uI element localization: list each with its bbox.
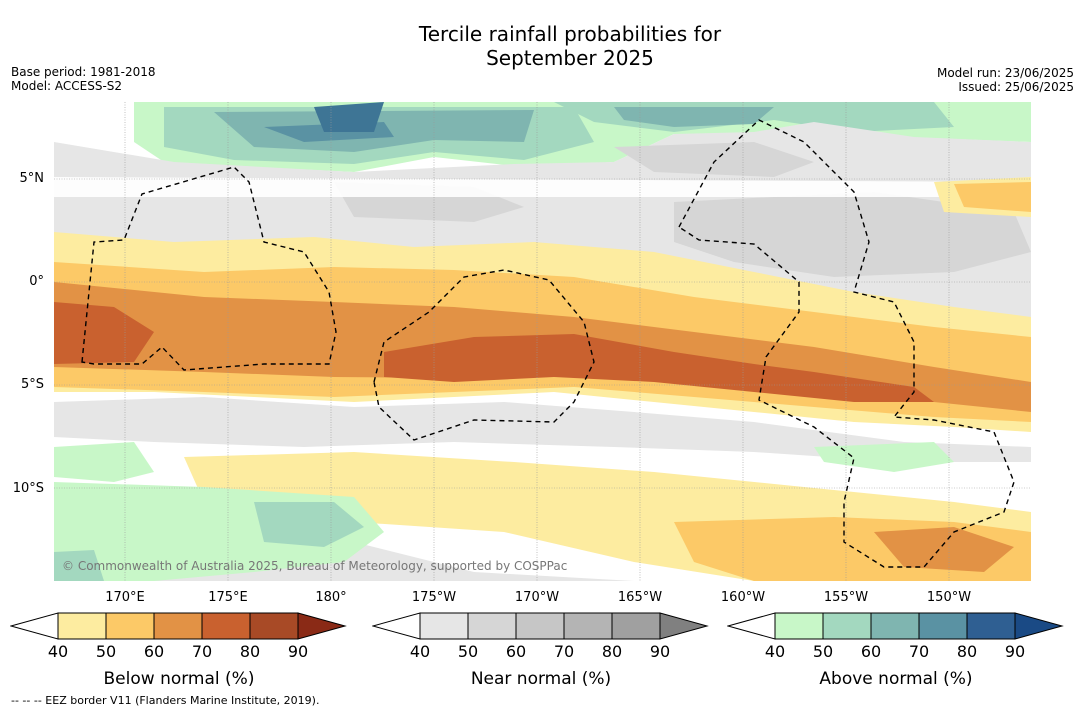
lat-label-5s: 5°S [20, 377, 44, 392]
model-name: Model: ACCESS-S2 [11, 79, 123, 93]
colorbar-tick-label: 70 [908, 642, 930, 661]
colorbar-above-normal [727, 612, 1064, 640]
colorbar-segment [611, 612, 661, 640]
colorbar-segment [57, 612, 107, 640]
colorbar-tick-label: 40 [409, 642, 431, 661]
colorbar-tick-label: 80 [601, 642, 623, 661]
no-signal-region-north [54, 177, 1031, 197]
model-run: Model run: 23/06/2025 [936, 66, 1074, 80]
colorbar-segment [419, 612, 469, 640]
copyright-notice: © Commonwealth of Australia 2025, Bureau… [62, 559, 568, 573]
colorbar-tick-label: 80 [239, 642, 261, 661]
colorbar-segment [467, 612, 517, 640]
rainfall-map [54, 102, 1031, 581]
colorbar-below-normal [10, 612, 347, 640]
below-normal-region-70 [54, 302, 154, 364]
colorbar-tick-label: 90 [287, 642, 309, 661]
eez-footer-note: -- -- -- EEZ border V11 (Flanders Marine… [11, 694, 320, 707]
colorbar-tick-label: 70 [191, 642, 213, 661]
title-line-1: Tercile rainfall probabilities for [418, 22, 722, 46]
lon-label-175e: 175°E [208, 590, 248, 605]
colorbar-extend-high [297, 612, 347, 640]
meta-right: Model run: 23/06/2025 Issued: 25/06/2025 [937, 66, 1074, 94]
lon-label-155w: 155°W [823, 590, 869, 605]
lon-label-160w: 160°W [720, 590, 766, 605]
above-normal-region-north-70b [314, 102, 384, 132]
colorbar-segment [918, 612, 968, 640]
colorbar-tick-label: 70 [553, 642, 575, 661]
issued-date: Issued: 25/06/2025 [958, 80, 1074, 94]
below-normal-region-50-east [954, 182, 1031, 212]
colorbar-tick-label: 40 [764, 642, 786, 661]
colorbar-near-normal [372, 612, 709, 640]
near-normal-region-north-50c [614, 142, 814, 177]
lat-label-10s: 10°S [12, 481, 44, 496]
colorbar-tick-label: 80 [956, 642, 978, 661]
lon-label-170e: 170°E [105, 590, 145, 605]
colorbar-label-above: Above normal (%) [819, 669, 973, 689]
colorbar-segment [201, 612, 251, 640]
colorbar-tick-label: 50 [95, 642, 117, 661]
colorbar-extend-high [659, 612, 709, 640]
colorbar-segment [870, 612, 920, 640]
above-normal-region-north-60b [614, 107, 774, 127]
colorbar-tick-label: 60 [505, 642, 527, 661]
colorbar-tick-label: 50 [457, 642, 479, 661]
lon-label-170w: 170°W [514, 590, 560, 605]
colorbar-segment [563, 612, 613, 640]
colorbar-segment [105, 612, 155, 640]
eez-border-central [373, 269, 595, 441]
page-title: Tercile rainfall probabilities for Septe… [0, 22, 1085, 70]
colorbar-segment [774, 612, 824, 640]
colorbar-segment [822, 612, 872, 640]
lat-label-5n: 5°N [19, 171, 45, 186]
lon-label-175w: 175°W [411, 590, 457, 605]
lon-label-180: 180° [315, 590, 347, 605]
colorbar-segment [515, 612, 565, 640]
colorbar-label-below: Below normal (%) [103, 669, 255, 689]
above-normal-region-south [54, 442, 154, 482]
title-line-2: September 2025 [486, 46, 654, 70]
below-normal-region-south-60 [874, 527, 1014, 572]
above-normal-region-southeast [814, 442, 954, 472]
near-normal-region-south [54, 397, 1031, 462]
colorbar-tick-label: 40 [47, 642, 69, 661]
colorbar-extend-low [727, 612, 776, 640]
colorbar-tick-label: 90 [649, 642, 671, 661]
near-normal-region-north-50 [674, 192, 1031, 277]
colorbar-extend-low [10, 612, 59, 640]
above-normal-region-south-50 [254, 502, 364, 547]
colorbar-tick-label: 60 [860, 642, 882, 661]
base-period: Base period: 1981-2018 [11, 65, 156, 79]
meta-left: Base period: 1981-2018 Model: ACCESS-S2 [11, 65, 156, 93]
lon-label-150w: 150°W [926, 590, 972, 605]
above-normal-region-south-50b [54, 550, 104, 581]
eez-borders [81, 119, 1015, 568]
colorbar-tick-label: 90 [1004, 642, 1026, 661]
colorbar-tick-label: 50 [812, 642, 834, 661]
eez-border-east [678, 119, 1015, 568]
colorbar-label-near: Near normal (%) [470, 669, 612, 689]
colorbar-extend-high [1014, 612, 1064, 640]
colorbar-extend-low [372, 612, 421, 640]
eez-border-west [81, 166, 337, 371]
colorbar-segment [153, 612, 203, 640]
colorbar-tick-label: 60 [143, 642, 165, 661]
colorbar-segment [966, 612, 1016, 640]
colorbar-segment [249, 612, 299, 640]
lon-label-165w: 165°W [617, 590, 663, 605]
grid-lines [54, 102, 1031, 581]
lat-label-0: 0° [29, 274, 44, 289]
